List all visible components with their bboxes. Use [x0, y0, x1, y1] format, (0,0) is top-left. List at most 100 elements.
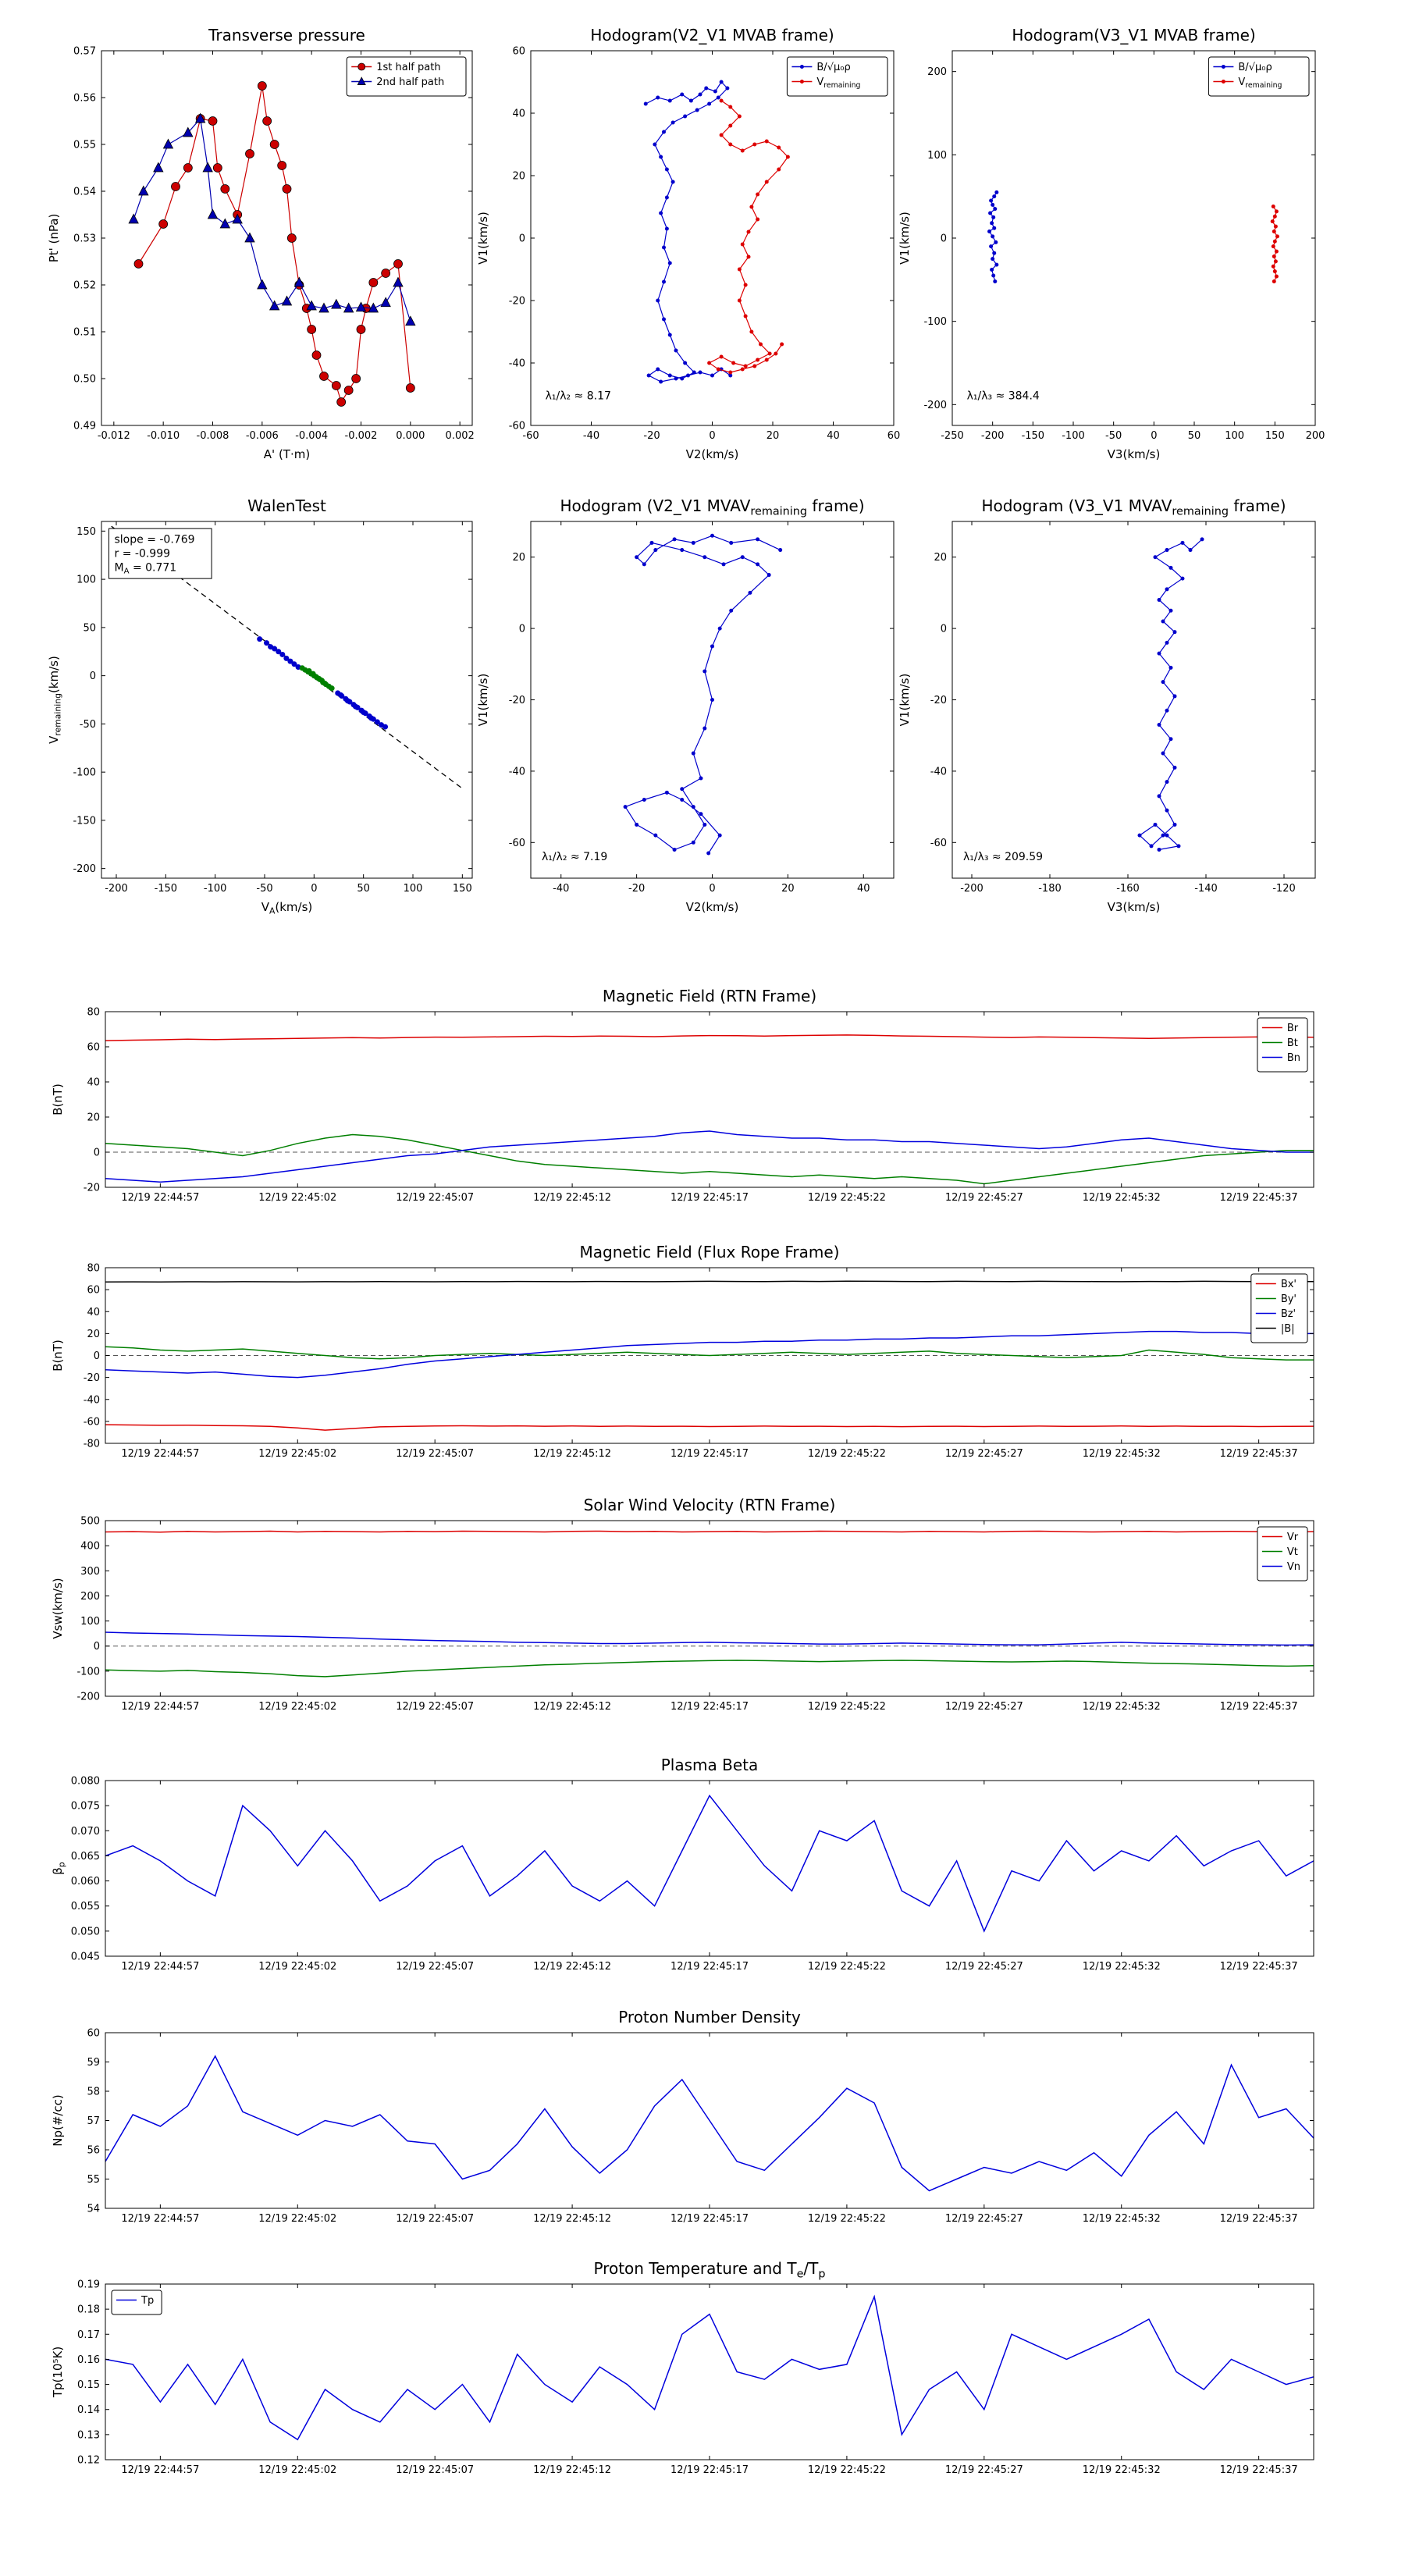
svg-text:-250: -250 [941, 430, 964, 442]
svg-text:-40: -40 [553, 883, 569, 895]
magnetic-field-flux-rope-svg: 12/19 22:44:57 12/19 22:45:02 12/19 22:45:… [51, 1243, 1314, 1460]
svg-text:12/19 22:45:12: 12/19 22:45:12 [533, 1961, 611, 1973]
svg-text:0.000: 0.000 [396, 430, 425, 442]
svg-text:V2(km/s): V2(km/s) [686, 447, 739, 461]
svg-text:-100: -100 [76, 1666, 100, 1678]
svg-text:12/19 22:45:17: 12/19 22:45:17 [670, 1961, 749, 1973]
svg-text:-200: -200 [981, 430, 1005, 442]
svg-text:40: 40 [827, 430, 840, 442]
svg-text:12/19 22:45:22: 12/19 22:45:22 [808, 1961, 886, 1973]
svg-text:0.19: 0.19 [77, 2279, 100, 2291]
svg-text:WalenTest: WalenTest [247, 496, 326, 515]
svg-text:V1(km/s): V1(km/s) [898, 212, 912, 265]
chart-walen-test: -200 -150 -100 -50 0 50 100 150 -200 -150 -100 -50 0… [35, 484, 492, 937]
svg-text:-150: -150 [1022, 430, 1045, 442]
svg-text:0.080: 0.080 [71, 1776, 100, 1788]
chart-hodogram-v3v1-mvab: -250 -200 -150 -100 -50 0 50 100 150 200 -200 -100 0… [898, 12, 1335, 480]
svg-text:20: 20 [512, 171, 525, 183]
svg-text:12/19 22:45:37: 12/19 22:45:37 [1220, 1192, 1298, 1204]
svg-text:12/19 22:44:57: 12/19 22:44:57 [121, 1961, 199, 1973]
svg-text:0.12: 0.12 [77, 2455, 100, 2467]
svg-text:12/19 22:45:27: 12/19 22:45:27 [945, 1448, 1023, 1460]
svg-text:12/19 22:45:02: 12/19 22:45:02 [258, 2213, 336, 2225]
chart-hodogram-v3v1-mvav: -200 -180 -160 -140 -120 -60 -40 -20 0 20 Hodogram… [898, 484, 1335, 937]
svg-text:12/19 22:45:07: 12/19 22:45:07 [396, 1448, 474, 1460]
svg-text:12/19 22:45:02: 12/19 22:45:02 [258, 1701, 336, 1713]
svg-text:12/19 22:45:02: 12/19 22:45:02 [258, 1448, 336, 1460]
svg-text:12/19 22:45:22: 12/19 22:45:22 [808, 1192, 886, 1204]
svg-text:12/19 22:45:32: 12/19 22:45:32 [1083, 2213, 1161, 2225]
svg-text:12/19 22:45:02: 12/19 22:45:02 [258, 2464, 336, 2476]
svg-text:-200: -200 [923, 400, 947, 411]
svg-text:-150: -150 [155, 883, 178, 895]
svg-text:0: 0 [1151, 430, 1157, 442]
svg-text:0.17: 0.17 [77, 2329, 100, 2341]
svg-text:-20: -20 [84, 1372, 100, 1384]
svg-text:12/19 22:45:12: 12/19 22:45:12 [533, 1448, 611, 1460]
svg-text:By': By' [1281, 1293, 1297, 1305]
svg-text:-200: -200 [76, 1692, 100, 1703]
svg-text:12/19 22:45:02: 12/19 22:45:02 [258, 1961, 336, 1973]
svg-text:-40: -40 [84, 1394, 100, 1406]
svg-text:V2(km/s): V2(km/s) [686, 900, 739, 914]
svg-text:57: 57 [87, 2115, 100, 2127]
svg-text:60: 60 [887, 430, 901, 442]
svg-text:54: 54 [87, 2204, 100, 2215]
svg-text:V1(km/s): V1(km/s) [476, 212, 490, 265]
svg-text:Vn: Vn [1287, 1561, 1300, 1573]
svg-text:150: 150 [76, 526, 96, 538]
svg-text:-0.012: -0.012 [98, 430, 130, 442]
svg-text:12/19 22:45:27: 12/19 22:45:27 [945, 2213, 1023, 2225]
svg-text:12/19 22:45:32: 12/19 22:45:32 [1083, 1701, 1161, 1713]
svg-text:0.002: 0.002 [446, 430, 475, 442]
svg-text:-200: -200 [73, 863, 96, 875]
transverse-pressure-svg: -0.012 -0.010 -0.008 -0.006 -0.004 -0.002 0.00… [47, 26, 475, 461]
svg-text:0.56: 0.56 [73, 93, 96, 105]
svg-text:80: 80 [87, 1007, 100, 1019]
svg-text:0: 0 [311, 883, 317, 895]
svg-text:12/19 22:45:07: 12/19 22:45:07 [396, 2213, 474, 2225]
svg-text:Hodogram(V3_V1 MVAB frame): Hodogram(V3_V1 MVAB frame) [1012, 26, 1255, 44]
svg-text:12/19 22:45:37: 12/19 22:45:37 [1220, 1448, 1298, 1460]
svg-text:-100: -100 [73, 767, 96, 779]
svg-text:-80: -80 [84, 1439, 100, 1450]
svg-text:-60: -60 [84, 1416, 100, 1428]
svg-text:150: 150 [1265, 430, 1285, 442]
svg-text:0.53: 0.53 [73, 233, 96, 245]
svg-text:12/19 22:44:57: 12/19 22:44:57 [121, 2464, 199, 2476]
svg-text:0.52: 0.52 [73, 280, 96, 292]
svg-text:-60: -60 [522, 430, 539, 442]
svg-text:B/√μ₀ρ: B/√μ₀ρ [1238, 62, 1272, 73]
svg-text:60: 60 [87, 2028, 100, 2040]
svg-text:Np(#/cc): Np(#/cc) [51, 2094, 65, 2147]
svg-text:0.50: 0.50 [73, 374, 96, 386]
svg-text:100: 100 [1225, 430, 1244, 442]
svg-text:12/19 22:45:07: 12/19 22:45:07 [396, 2464, 474, 2476]
svg-text:20: 20 [781, 883, 795, 895]
svg-text:-180: -180 [1038, 883, 1062, 895]
svg-text:Proton Temperature and Te/Tp: Proton Temperature and Te/Tp [593, 2259, 825, 2280]
svg-text:12/19 22:45:12: 12/19 22:45:12 [533, 2464, 611, 2476]
proton-number-density-svg: 12/19 22:44:57 12/19 22:45:02 12/19 22:45:… [51, 2008, 1314, 2225]
svg-text:0.18: 0.18 [77, 2304, 100, 2316]
solar-wind-velocity-svg: 12/19 22:44:57 12/19 22:45:02 12/19 22:45:… [51, 1496, 1314, 1713]
svg-text:12/19 22:45:22: 12/19 22:45:22 [808, 2213, 886, 2225]
svg-text:100: 100 [927, 150, 947, 162]
svg-text:12/19 22:45:27: 12/19 22:45:27 [945, 1192, 1023, 1204]
svg-text:200: 200 [80, 1591, 100, 1603]
svg-text:Bt: Bt [1287, 1037, 1298, 1049]
svg-text:20: 20 [767, 430, 780, 442]
svg-text:12/19 22:45:22: 12/19 22:45:22 [808, 2464, 886, 2476]
svg-text:200: 200 [927, 66, 947, 78]
chart-hodogram-v2v1-mvav: -40 -20 0 20 40 -60 -40 -20 0 20 Hodogram (V2_V1 M… [476, 484, 913, 937]
svg-text:Vremaining(km/s): Vremaining(km/s) [47, 656, 62, 744]
svg-text:0.15: 0.15 [77, 2379, 100, 2391]
svg-text:12/19 22:45:17: 12/19 22:45:17 [670, 1448, 749, 1460]
svg-text:Bz': Bz' [1281, 1308, 1296, 1320]
svg-text:-20: -20 [628, 883, 645, 895]
svg-text:slope = -0.769: slope = -0.769 [115, 533, 195, 546]
svg-text:59: 59 [87, 2057, 100, 2069]
svg-text:βp: βp [51, 1862, 66, 1875]
svg-text:0.050: 0.050 [71, 1926, 100, 1937]
svg-text:-60: -60 [509, 421, 525, 432]
